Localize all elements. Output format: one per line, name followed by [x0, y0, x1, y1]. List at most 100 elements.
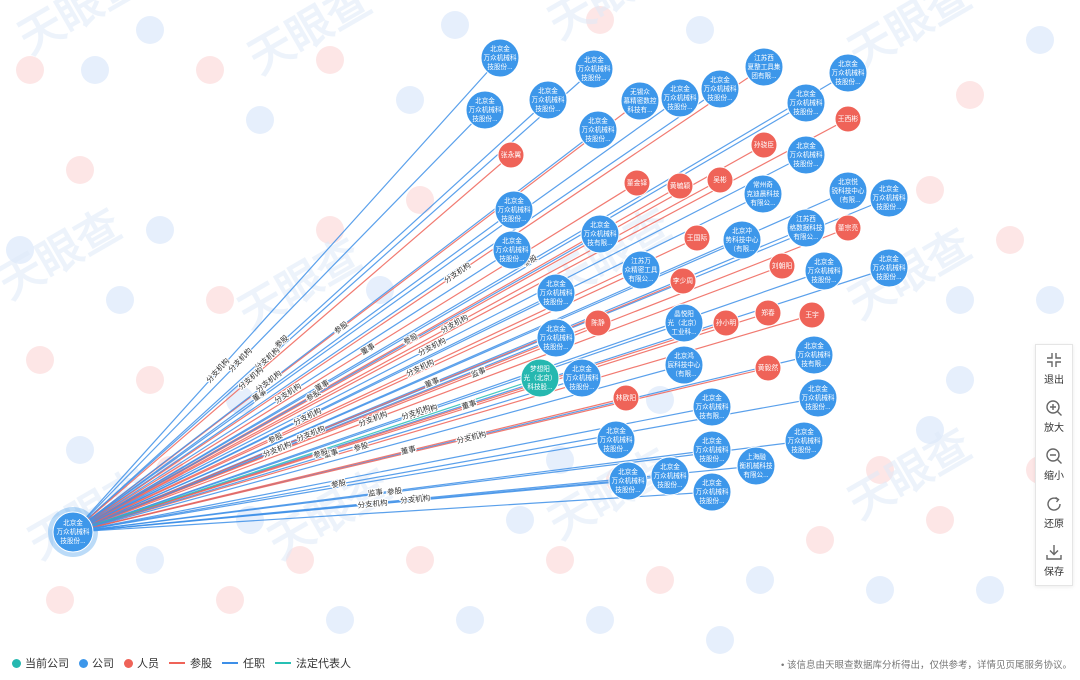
- person-node[interactable]: 董金铎: [623, 169, 651, 197]
- node-label: 北京金万众机械科技股份...: [532, 86, 565, 113]
- company-node[interactable]: 北京金万众机械科技股份...: [784, 421, 824, 461]
- company-node[interactable]: 北京金万众机械科技股份...: [692, 430, 732, 470]
- node-circle: [562, 358, 602, 398]
- company-node[interactable]: 北京金万众机械科技有限...: [692, 387, 732, 427]
- company-node[interactable]: 北京金万众机械科技股份...: [578, 110, 618, 150]
- bg-dot: [16, 56, 44, 84]
- bg-dot: [956, 81, 984, 109]
- relation-edge: [72, 249, 513, 533]
- node-circle: [683, 224, 711, 252]
- bg-dot: [586, 606, 614, 634]
- bg-dot: [66, 156, 94, 184]
- person-node[interactable]: 吴彬: [706, 166, 734, 194]
- node-label: 北京金万众机械科技股份...: [808, 257, 841, 284]
- graph-legend: 当前公司 公司 人员 参股 任职 法定代表人: [12, 655, 361, 671]
- company-node[interactable]: 北京鸿宸科技中心（有限...: [664, 345, 704, 385]
- node-circle: [722, 220, 762, 260]
- person-node[interactable]: 董宗亮: [834, 214, 862, 242]
- company-node[interactable]: 北京金万众机械科技股份...: [828, 53, 868, 93]
- exit-label: 退出: [1044, 375, 1064, 386]
- company-node[interactable]: 北京金万众机械科技股份...: [608, 461, 648, 501]
- node-label: 梦想阳光（北京）科技股...: [524, 364, 557, 391]
- relation-edge: [72, 475, 671, 533]
- bg-dot: [6, 236, 34, 264]
- person-node[interactable]: 黄毓颖: [666, 172, 694, 200]
- company-node[interactable]: 北京金万众机械科技股份...: [465, 90, 505, 130]
- company-node[interactable]: 江苏西夏整工具集团有限...: [744, 47, 784, 87]
- person-node[interactable]: 郑春: [754, 299, 782, 327]
- company-node[interactable]: 晶悦阳光（北京）工业科...: [664, 303, 704, 343]
- company-node[interactable]: 北京冲势科技中心（有限...: [722, 220, 762, 260]
- restore-button[interactable]: 还原: [1036, 491, 1072, 537]
- company-node[interactable]: 北京金万众机械科技股份...: [804, 251, 844, 291]
- root-company-node[interactable]: 北京金万众机械科技股份...: [48, 507, 98, 557]
- edge-label: 董事: [400, 443, 417, 456]
- person-node[interactable]: 孙骁臣: [750, 131, 778, 159]
- company-node[interactable]: 北京金万众机械科技股份...: [480, 38, 520, 78]
- node-label: 北京金万众机械科技股份...: [566, 364, 599, 391]
- person-node[interactable]: 李少周: [669, 267, 697, 295]
- company-node[interactable]: 北京金万众机械科技有限...: [794, 335, 834, 375]
- person-node[interactable]: 张永翼: [497, 141, 525, 169]
- legend-shareholding-label: 参股: [190, 658, 212, 670]
- node-label: 北京金万众机械科技股份...: [790, 89, 823, 116]
- person-node[interactable]: 王国际: [683, 224, 711, 252]
- company-node[interactable]: 北京金万众机械科技有限...: [580, 214, 620, 254]
- company-node[interactable]: 北京金万众机械科技股份...: [660, 78, 700, 118]
- relation-edge: [72, 449, 713, 533]
- company-node[interactable]: 北京金万众机械科技股份...: [596, 420, 636, 460]
- person-node[interactable]: 刘朝阳: [768, 252, 796, 280]
- company-node[interactable]: 常州奇克迪晨科技有限公...: [743, 174, 783, 214]
- company-node[interactable]: 北京金万众机械科技股份...: [650, 456, 690, 496]
- node-label: 王西彬: [838, 114, 859, 123]
- company-node[interactable]: 北京金万众机械科技股份...: [786, 83, 826, 123]
- company-node[interactable]: 北京金万众机械科技股份...: [494, 190, 534, 230]
- company-node[interactable]: 北京金万众机械科技股份...: [562, 358, 602, 398]
- person-node[interactable]: 王宇: [798, 301, 826, 329]
- company-node[interactable]: 无锡众慕精密数控科技有...: [620, 81, 660, 121]
- company-node[interactable]: 北京金万众机械科技股份...: [869, 178, 909, 218]
- node-label: 北京金万众机械科技股份...: [57, 518, 90, 545]
- exit-button[interactable]: 退出: [1036, 347, 1072, 393]
- zoom-in-button[interactable]: 放大: [1036, 395, 1072, 441]
- company-node[interactable]: 上海融衡机械科技有限公...: [736, 446, 776, 486]
- relation-edge: [72, 182, 638, 533]
- company-node[interactable]: 北京金万众机械科技股份...: [700, 69, 740, 109]
- watermark-text: 天眼查: [240, 0, 380, 85]
- relation-edge: [72, 397, 627, 533]
- company-node[interactable]: 北京金万众机械科技股份...: [528, 80, 568, 120]
- company-node[interactable]: 北京金万众机械科技股份...: [798, 378, 838, 418]
- current-company-node[interactable]: 梦想阳光（北京）科技股...: [520, 358, 560, 398]
- node-circle: [574, 49, 614, 89]
- bg-dot: [1026, 26, 1054, 54]
- person-node[interactable]: 黄毅然: [754, 354, 782, 382]
- relation-edge: [72, 237, 698, 533]
- company-node[interactable]: 江苏万众精密工具有限公...: [621, 250, 661, 290]
- node-label: 黄毓颖: [670, 181, 691, 190]
- company-node[interactable]: 北京金万众机械科技股份...: [869, 248, 909, 288]
- node-label: 张永翼: [501, 150, 522, 159]
- company-node[interactable]: 北京金万众机械科技股份...: [492, 230, 532, 270]
- node-circle: [664, 345, 704, 385]
- relation-edge: [72, 227, 849, 533]
- company-node[interactable]: 北京金万众机械科技股份...: [786, 135, 826, 175]
- company-node[interactable]: 北京金万众机械科技股份...: [536, 318, 576, 358]
- company-node[interactable]: 北京金万众机械科技股份...: [692, 472, 732, 512]
- bg-dot: [216, 586, 244, 614]
- node-label: 北京金万众机械科技股份...: [578, 55, 611, 82]
- zoom-out-button[interactable]: 缩小: [1036, 443, 1072, 489]
- exit-fullscreen-icon: [1047, 353, 1061, 367]
- node-label: 北京金万众机械科技股份...: [654, 462, 687, 489]
- company-node[interactable]: 江苏西格数据科技有限公...: [786, 208, 826, 248]
- save-button[interactable]: 保存: [1036, 539, 1072, 585]
- company-node[interactable]: 北京金万众机械科技股份...: [574, 49, 614, 89]
- company-node[interactable]: 北京金万众机械科技股份...: [536, 273, 576, 313]
- person-node[interactable]: 林欧阳: [612, 384, 640, 412]
- person-node[interactable]: 孙小明: [712, 309, 740, 337]
- person-node[interactable]: 陈静: [584, 309, 612, 337]
- company-node[interactable]: 北京悦锐科技中心（有限...: [828, 171, 868, 211]
- node-label: 无锡众慕精密数控科技有...: [624, 87, 657, 114]
- person-node[interactable]: 王西彬: [834, 105, 862, 133]
